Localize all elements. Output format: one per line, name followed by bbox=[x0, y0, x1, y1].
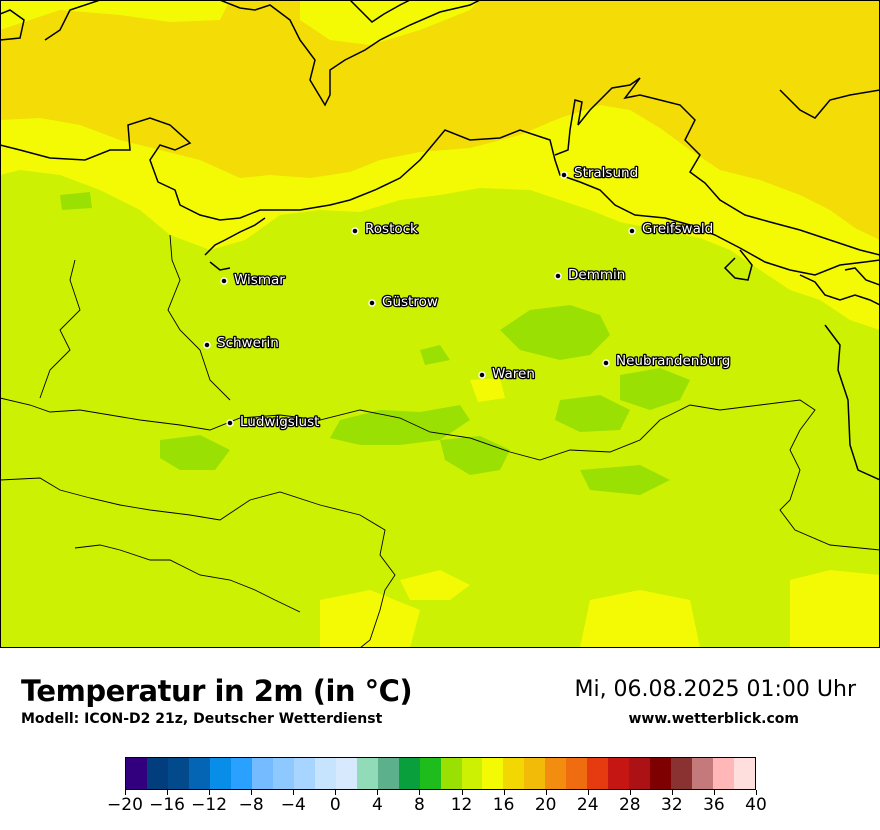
colorbar-tick-label: −8 bbox=[238, 795, 264, 815]
colorbar-segment bbox=[167, 758, 189, 789]
colorbar-segment bbox=[188, 758, 210, 789]
city-label-greifswald: Greifswald bbox=[642, 221, 713, 237]
colorbar-segment bbox=[440, 758, 462, 789]
colorbar-tick bbox=[587, 790, 589, 795]
coastal-band-north bbox=[0, 0, 230, 30]
map-footer: Temperatur in 2m (in °C) Modell: ICON-D2… bbox=[0, 648, 880, 830]
city-dot-waren bbox=[478, 371, 486, 379]
city-dot-neubrandenburg bbox=[602, 359, 610, 367]
city-label-schwerin: Schwerin bbox=[217, 335, 279, 351]
city-label-rostock: Rostock bbox=[365, 221, 418, 237]
colorbar-segment bbox=[524, 758, 546, 789]
colorbar-segment bbox=[356, 758, 378, 789]
colorbar-segment bbox=[126, 758, 147, 789]
city-dot-schwerin bbox=[203, 341, 211, 349]
warm-inland-areas bbox=[320, 378, 880, 648]
city-label-demmin: Demmin bbox=[568, 267, 625, 283]
colorbar-tick-label: 4 bbox=[371, 795, 383, 815]
colorbar-segment bbox=[272, 758, 294, 789]
colorbar-tick-label: 12 bbox=[450, 795, 473, 815]
map-canvas: Stralsund Rostock Greifswald Wismar Demm… bbox=[0, 0, 880, 648]
colorbar-tick-label: 24 bbox=[576, 795, 599, 815]
coastlines bbox=[0, 0, 880, 481]
colorbar-tick bbox=[503, 790, 505, 795]
model-info: Modell: ICON-D2 21z, Deutscher Wetterdie… bbox=[21, 711, 383, 727]
colorbar-tick bbox=[167, 790, 169, 795]
temperature-map: Stralsund Rostock Greifswald Wismar Demm… bbox=[0, 0, 880, 648]
colorbar-tick-label: 28 bbox=[618, 795, 641, 815]
map-title: Temperatur in 2m (in °C) bbox=[21, 674, 413, 708]
city-label-ludwigslust: Ludwigslust bbox=[240, 414, 319, 430]
colorbar-segment bbox=[146, 758, 168, 789]
city-dot-demmin bbox=[554, 272, 562, 280]
colorbar-tick bbox=[293, 790, 295, 795]
colorbar-tick-label: −20 bbox=[107, 795, 143, 815]
borders bbox=[0, 234, 880, 648]
city-dot-greifswald bbox=[628, 227, 636, 235]
colorbar-tick-label: −4 bbox=[280, 795, 306, 815]
colorbar-segment bbox=[734, 758, 756, 789]
colorbar-segment bbox=[419, 758, 441, 789]
colorbar-segment bbox=[377, 758, 399, 789]
colorbar-tick-label: 16 bbox=[492, 795, 515, 815]
colorbar-tick bbox=[125, 790, 126, 795]
colorbar-segment bbox=[482, 758, 504, 789]
colorbar-segment bbox=[545, 758, 567, 789]
city-label-stralsund: Stralsund bbox=[574, 165, 638, 181]
colorbar-segment bbox=[608, 758, 630, 789]
city-label-waren: Waren bbox=[492, 366, 535, 382]
colorbar-segment bbox=[251, 758, 273, 789]
colorbar-tick bbox=[335, 790, 337, 795]
colorbar-segment bbox=[629, 758, 651, 789]
colorbar-tick bbox=[629, 790, 631, 795]
colorbar-segment bbox=[398, 758, 420, 789]
colorbar-segment bbox=[503, 758, 525, 789]
colorbar-tick-label: −16 bbox=[149, 795, 185, 815]
colorbar-tick bbox=[461, 790, 463, 795]
colorbar-segment bbox=[209, 758, 231, 789]
city-dot-rostock bbox=[351, 227, 359, 235]
colorbar-tick-label: 8 bbox=[414, 795, 425, 815]
colorbar-tick bbox=[545, 790, 547, 795]
colorbar-tick-label: 20 bbox=[534, 795, 557, 815]
city-markers: Stralsund Rostock Greifswald Wismar Demm… bbox=[203, 164, 732, 431]
colorbar-tick-label: 32 bbox=[661, 795, 683, 815]
warm-sea-area bbox=[0, 0, 880, 240]
city-label-wismar: Wismar bbox=[234, 272, 285, 288]
city-label-guestrow: Güstrow bbox=[382, 294, 438, 310]
colorbar-tick bbox=[251, 790, 253, 795]
colorbar-segment bbox=[461, 758, 483, 789]
colorbar-tick-label: −12 bbox=[191, 795, 228, 815]
colorbar-tick bbox=[419, 790, 421, 795]
colorbar-tick bbox=[209, 790, 211, 795]
colorbar-ticks: −20 −16 −12 −8 −4 0 4 8 12 16 20 24 28 32 36 40 bbox=[107, 790, 767, 820]
colorbar-tick bbox=[756, 790, 757, 795]
forecast-datetime: Mi, 06.08.2025 01:00 Uhr bbox=[574, 677, 856, 702]
colorbar-tick-label: 0 bbox=[329, 795, 341, 815]
colorbar-segment bbox=[692, 758, 714, 789]
colorbar-segment bbox=[671, 758, 693, 789]
colorbar-tick-label: 36 bbox=[703, 795, 725, 815]
colorbar-tick-label: 40 bbox=[745, 795, 767, 815]
city-dot-guestrow bbox=[368, 299, 376, 307]
colorbar-segment bbox=[713, 758, 735, 789]
colorbar-tick bbox=[713, 790, 715, 795]
coastal-band-west bbox=[0, 105, 880, 330]
coastal-band-top bbox=[300, 0, 480, 45]
colorbar-segment bbox=[587, 758, 609, 789]
city-dot-wismar bbox=[220, 277, 228, 285]
colorbar-segment bbox=[293, 758, 315, 789]
colorbar-segment bbox=[314, 758, 336, 789]
colorbar-segment bbox=[650, 758, 672, 789]
temperature-colorbar bbox=[125, 757, 756, 790]
website-link[interactable]: www.wetterblick.com bbox=[628, 711, 800, 727]
colorbar-tick bbox=[377, 790, 379, 795]
colorbar-segment bbox=[335, 758, 357, 789]
colorbar-segment bbox=[566, 758, 588, 789]
colorbar-tick bbox=[671, 790, 673, 795]
city-dot-stralsund bbox=[560, 171, 568, 179]
city-dot-ludwigslust bbox=[226, 419, 234, 427]
city-label-neubrandenburg: Neubrandenburg bbox=[616, 353, 730, 369]
colorbar-segment bbox=[230, 758, 252, 789]
